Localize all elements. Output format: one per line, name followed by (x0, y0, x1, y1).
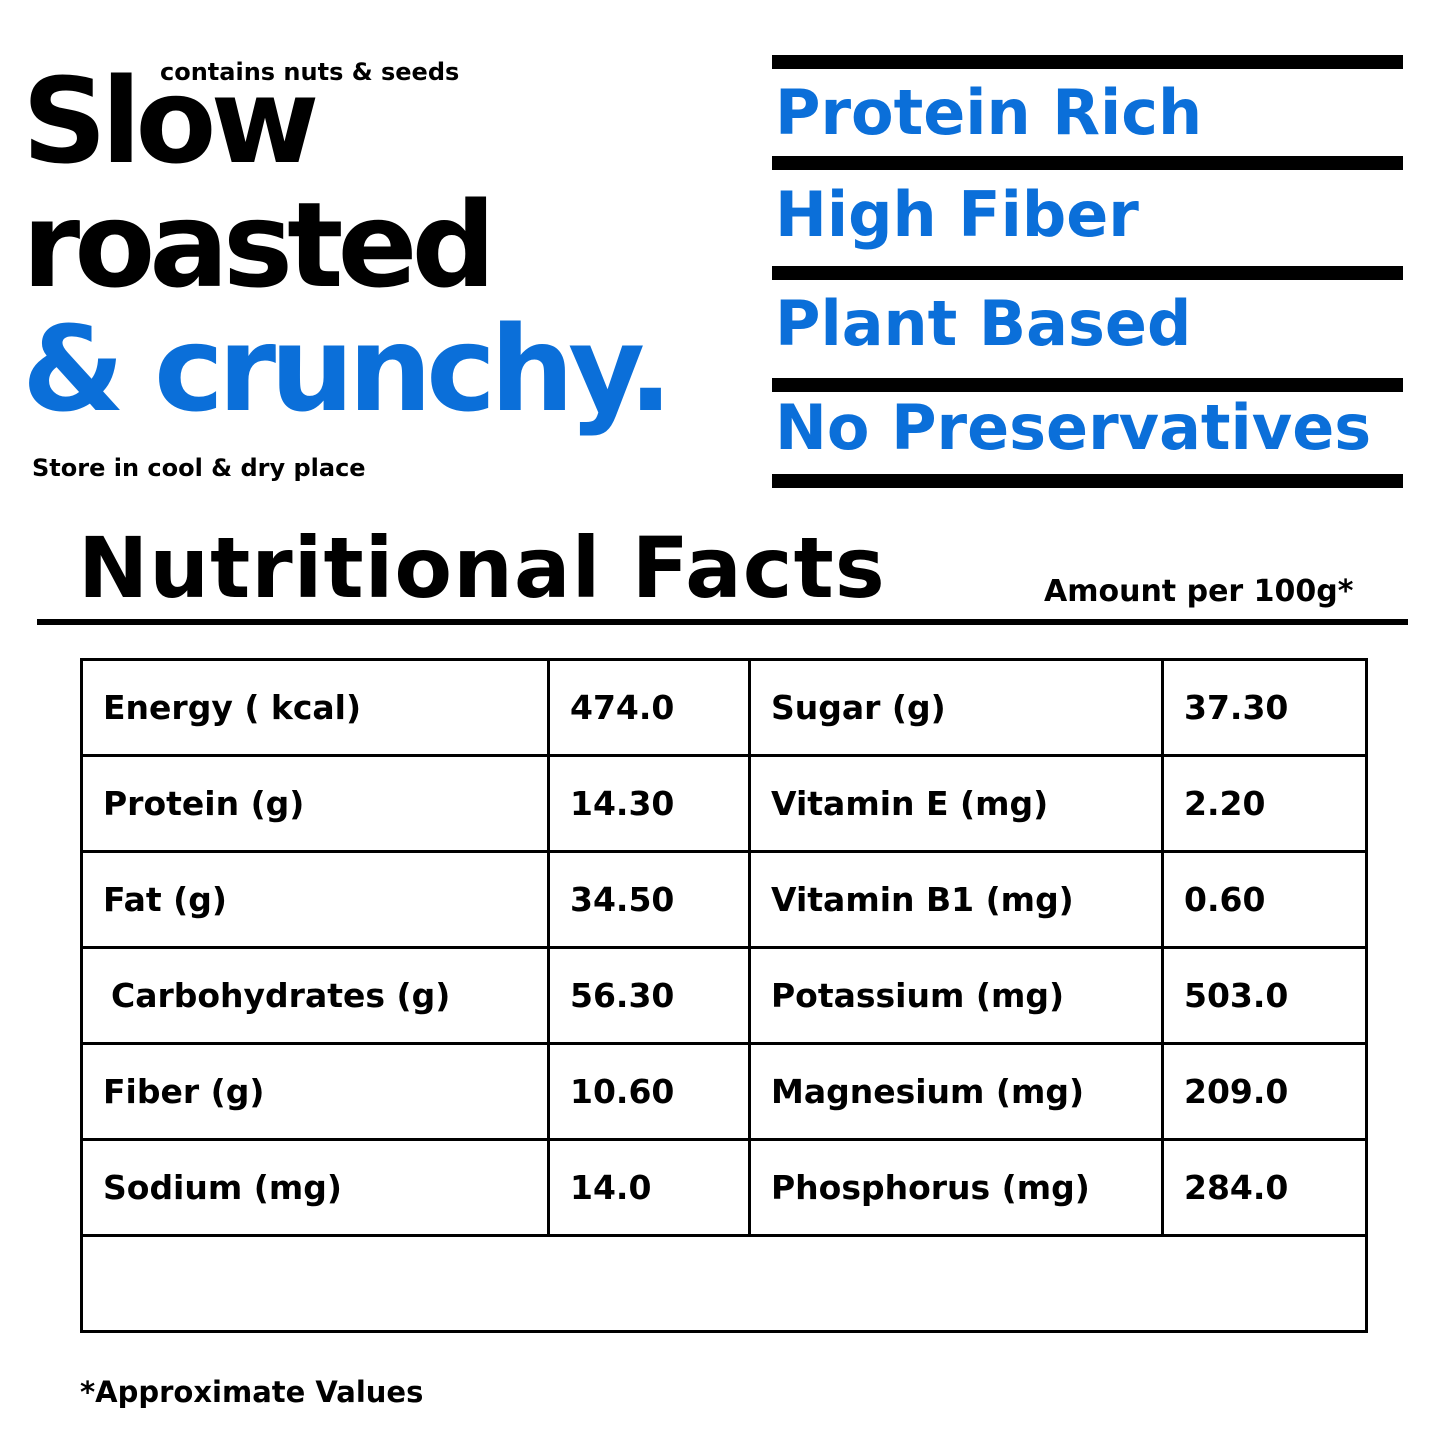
table-row: Carbohydrates (g) 56.30 Potassium (mg) 5… (80, 946, 1368, 1045)
nutrient-label: Energy ( kcal) (80, 658, 550, 757)
headline-line-1: Slow (22, 52, 320, 190)
table-row: Protein (g) 14.30 Vitamin E (mg) 2.20 (80, 754, 1368, 853)
table-row: Fiber (g) 10.60 Magnesium (mg) 209.0 (80, 1042, 1368, 1141)
feature-plant-based: Plant Based (775, 287, 1192, 360)
nutrient-value: 474.0 (547, 658, 751, 757)
serving-note: Amount per 100g* (1044, 574, 1354, 609)
nutrient-value: 14.30 (547, 754, 751, 853)
table-row: Sodium (mg) 14.0 Phosphorus (mg) 284.0 (80, 1138, 1368, 1237)
nutrient-value: 0.60 (1161, 850, 1368, 949)
allergen-note: contains nuts & seeds (160, 58, 460, 86)
headline-line-3: & crunchy. (22, 300, 673, 438)
nutrient-value: 10.60 (547, 1042, 751, 1141)
nutrient-value: 503.0 (1161, 946, 1368, 1045)
nutrition-table: Energy ( kcal) 474.0 Sugar (g) 37.30 Pro… (80, 658, 1368, 1333)
nutrient-value: 34.50 (547, 850, 751, 949)
nutrient-label: Potassium (mg) (748, 946, 1164, 1045)
nutrient-label: Phosphorus (mg) (748, 1138, 1164, 1237)
nutrient-value: 284.0 (1161, 1138, 1368, 1237)
nutrient-label: Sugar (g) (748, 658, 1164, 757)
storage-note: Store in cool & dry place (32, 454, 366, 482)
nutrient-label: Carbohydrates (g) (80, 946, 550, 1045)
headline-line-2: roasted (22, 176, 496, 314)
empty-cell (80, 1234, 1368, 1333)
feature-divider (772, 474, 1403, 488)
nutrient-value: 14.0 (547, 1138, 751, 1237)
feature-divider (772, 156, 1403, 170)
empty-table-row (80, 1234, 1368, 1333)
nutrient-value: 37.30 (1161, 658, 1368, 757)
nutrient-label: Fiber (g) (80, 1042, 550, 1141)
feature-divider (772, 266, 1403, 280)
nutrient-label: Vitamin E (mg) (748, 754, 1164, 853)
nutrient-label: Sodium (mg) (80, 1138, 550, 1237)
title-underline (37, 619, 1408, 625)
feature-divider (772, 378, 1403, 392)
nutrient-value: 209.0 (1161, 1042, 1368, 1141)
table-row: Energy ( kcal) 474.0 Sugar (g) 37.30 (80, 658, 1368, 757)
table-row: Fat (g) 34.50 Vitamin B1 (mg) 0.60 (80, 850, 1368, 949)
nutrient-label: Vitamin B1 (mg) (748, 850, 1164, 949)
nutrient-value: 2.20 (1161, 754, 1368, 853)
nutrient-value: 56.30 (547, 946, 751, 1045)
nutrient-label: Protein (g) (80, 754, 550, 853)
nutrition-title: Nutritional Facts (78, 519, 886, 617)
feature-high-fiber: High Fiber (775, 178, 1139, 251)
feature-protein-rich: Protein Rich (775, 76, 1203, 149)
feature-no-preservatives: No Preservatives (775, 391, 1372, 464)
feature-divider (772, 55, 1403, 69)
nutrient-label: Magnesium (mg) (748, 1042, 1164, 1141)
footnote: *Approximate Values (80, 1375, 424, 1409)
nutrient-label: Fat (g) (80, 850, 550, 949)
